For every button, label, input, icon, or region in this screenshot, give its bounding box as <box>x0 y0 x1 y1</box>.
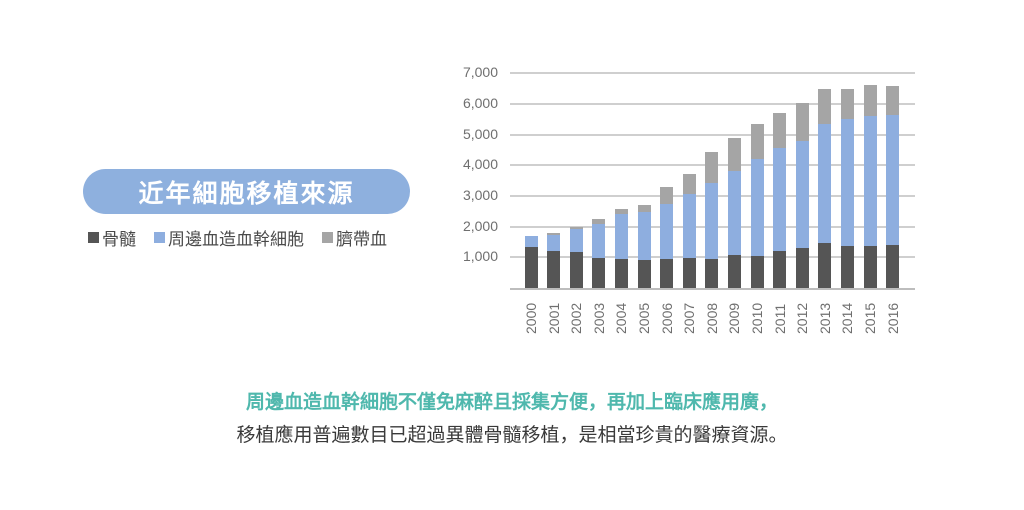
bar-segment <box>705 182 719 259</box>
x-tick-label: 2013 <box>816 302 833 334</box>
legend-item-cord-blood: 臍帶血 <box>322 225 387 250</box>
y-tick-label: 6,000 <box>462 94 498 111</box>
bar-segment <box>795 103 809 142</box>
legend-swatch-icon <box>154 232 165 243</box>
bar-segment <box>795 248 809 288</box>
bar-segment <box>795 141 809 249</box>
x-tick-label: 2014 <box>839 302 856 334</box>
bar-segment <box>818 123 832 243</box>
bar-segment <box>614 214 628 259</box>
bar-segment <box>750 158 764 257</box>
bar-segment <box>750 256 764 288</box>
bar-segment <box>547 251 561 288</box>
y-tick-label: 4,000 <box>462 156 498 173</box>
bar-segment <box>727 255 741 288</box>
bar-segment <box>818 88 832 124</box>
x-tick-label: 2008 <box>703 302 720 334</box>
bar-segment <box>682 257 696 288</box>
x-tick-label: 2009 <box>726 302 743 334</box>
bar-segment <box>660 187 674 204</box>
bar-segment <box>863 116 877 246</box>
bar-segment <box>547 235 561 252</box>
bar-segment <box>773 251 787 288</box>
bar-segment <box>637 204 651 213</box>
legend-label: 骨髓 <box>102 230 136 250</box>
caption-line-2: 移植應用普遍數目已超過異體骨髓移植，是相當珍貴的醫療資源。 <box>236 424 788 446</box>
legend-item-pbsc: 周邊血造血幹細胞 <box>154 225 304 250</box>
bar-segment <box>547 233 561 236</box>
y-tick-label: 7,000 <box>462 64 498 81</box>
stacked-bar-chart: 1,000 2,000 3,000 4,000 5,000 6,000 7,000 2000 2… <box>462 64 915 334</box>
title-pill: 近年細胞移植來源 <box>83 169 410 214</box>
x-tick-label: 2004 <box>613 302 630 334</box>
gridline <box>510 133 915 136</box>
chart-title: 近年細胞移植來源 <box>138 178 355 208</box>
legend-label: 臍帶血 <box>336 230 387 250</box>
bar-segment <box>637 260 651 288</box>
bar-segment <box>524 247 538 288</box>
bar-segment <box>727 170 741 256</box>
x-tick-label: 2003 <box>590 302 607 334</box>
x-tick-label: 2002 <box>568 302 585 334</box>
gridline <box>510 72 915 75</box>
bar-segment <box>705 152 719 183</box>
bar-segment <box>886 244 900 288</box>
legend-label: 周邊血造血幹細胞 <box>168 230 304 250</box>
bar-segment <box>592 218 606 224</box>
bar-segment <box>750 123 764 159</box>
bar-segment <box>569 229 583 253</box>
bar-segment <box>727 137 741 171</box>
bar-segment <box>682 173 696 194</box>
caption-line-1: 周邊血造血幹細胞不僅免麻醉且採集方便，再加上臨床應用廣， <box>245 391 778 413</box>
legend-swatch-icon <box>322 232 333 243</box>
x-tick-label: 2000 <box>523 302 539 334</box>
y-tick-label: 1,000 <box>462 248 498 265</box>
bar-segment <box>840 246 854 288</box>
bar-segment <box>524 235 538 248</box>
bar-segment <box>614 258 628 288</box>
bar-segment <box>818 242 832 288</box>
x-tick-label: 2010 <box>749 302 765 334</box>
legend-swatch-icon <box>88 232 99 243</box>
x-tick-label: 2012 <box>794 302 811 334</box>
y-tick-label: 3,000 <box>462 186 498 203</box>
bar-segment <box>660 258 674 288</box>
bar-segment <box>840 89 854 119</box>
bar-segment <box>682 193 696 258</box>
bar-segment <box>863 245 877 288</box>
bar-segment <box>637 212 651 261</box>
x-tick-label: 2016 <box>884 302 901 334</box>
bar-segment <box>592 223 606 258</box>
bar-segment <box>592 257 606 288</box>
legend: 骨髓 周邊血造血幹細胞 臍帶血 <box>88 225 387 250</box>
x-tick-label: 2005 <box>636 302 652 334</box>
x-tick-label: 2006 <box>658 302 675 334</box>
gridline <box>510 102 915 105</box>
bar-segment <box>886 114 900 245</box>
bar-segment <box>614 208 628 215</box>
x-axis-line <box>510 288 915 290</box>
y-tick-label: 2,000 <box>462 217 498 234</box>
legend-item-bone-marrow: 骨髓 <box>88 225 136 250</box>
x-tick-label: 2015 <box>862 302 878 334</box>
bar-segment <box>705 258 719 288</box>
x-tick-label: 2007 <box>681 302 698 334</box>
x-tick-label: 2011 <box>771 303 788 334</box>
bar-segment <box>569 252 583 288</box>
bar-segment <box>863 84 877 117</box>
y-tick-label: 5,000 <box>462 125 498 142</box>
bar-segment <box>660 203 674 259</box>
x-tick-label: 2001 <box>545 302 562 334</box>
bar-segment <box>886 85 900 115</box>
bar-segment <box>773 147 787 252</box>
bar-segment <box>840 119 854 247</box>
bar-segment <box>569 226 583 230</box>
bar-segment <box>773 112 787 148</box>
